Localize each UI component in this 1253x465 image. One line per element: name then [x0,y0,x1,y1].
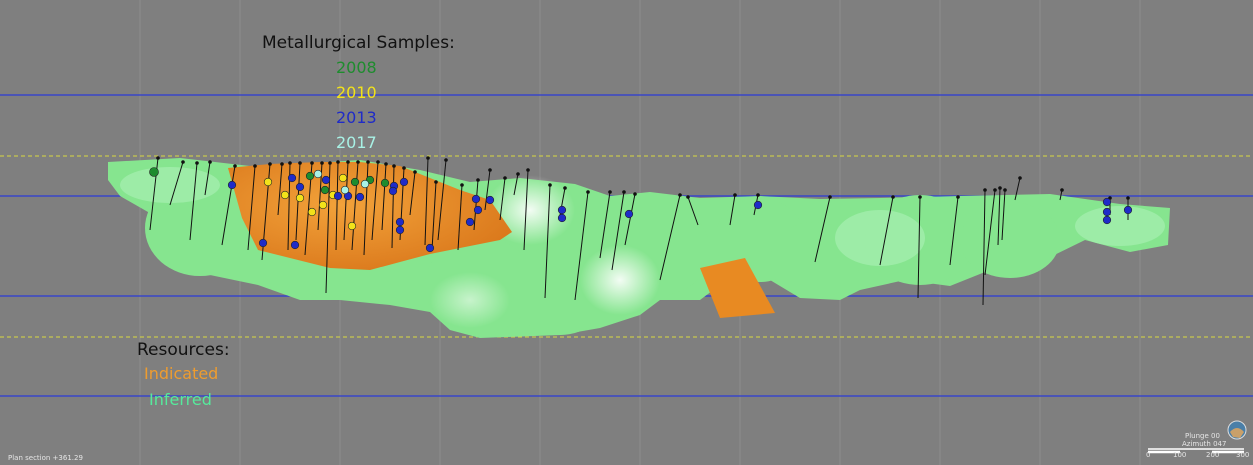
scale-tick-300: 300 [1236,451,1250,459]
legend-sample-2017: 2017 [336,133,377,152]
legend-sample-2008: 2008 [336,58,377,77]
scale-tick-100: 100 [1173,451,1187,459]
scale-tick-200: 200 [1206,451,1220,459]
legend-sample-2010: 2010 [336,83,377,102]
legend-indicated: Indicated [144,364,219,383]
metallurgical-sample-points [149,167,1133,253]
orientation-globe-icon[interactable] [1227,420,1247,440]
samples-legend-title: Metallurgical Samples: [262,33,455,53]
inferred-shading [120,167,1165,266]
resources-legend-title: Resources: [137,340,230,360]
plunge-readout: Plunge 00 [1185,432,1220,440]
plan-section-readout: Plan section +361.29 [8,454,83,462]
scale-bar [1148,448,1244,454]
azimuth-readout: Azimuth 047 [1182,440,1227,448]
legend-sample-2013: 2013 [336,108,377,127]
section-limit-lines [0,155,1253,338]
scale-tick-0: 0 [1146,451,1151,459]
legend-inferred: Inferred [149,390,212,409]
